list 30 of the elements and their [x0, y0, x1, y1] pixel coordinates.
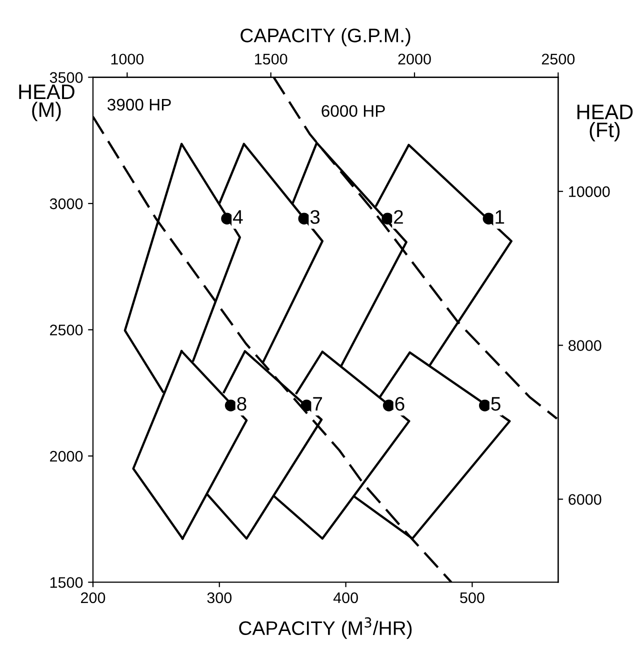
annotation: 4 — [232, 210, 243, 224]
x2-tick-label: 2000 — [398, 54, 431, 65]
series-label: 3900 HP — [108, 98, 171, 111]
x-axis-title: CAPACITY (M$^{3}$/HR) — [239, 617, 412, 639]
x-tick-label: 200 — [81, 592, 106, 604]
x2-axis-title: CAPACITY (G.P.M.) — [240, 28, 410, 46]
annotation: 7 — [313, 397, 322, 411]
x-tick-label: 500 — [460, 592, 484, 604]
y-tick-label: 3500 — [50, 72, 83, 83]
x2-tick-label: 1000 — [111, 54, 144, 65]
y2-tick-label: 8000 — [568, 340, 602, 351]
annotation: 8 — [237, 396, 246, 411]
y2-axis-title: HEAD (Ft) — [577, 104, 633, 142]
annotation: 1 — [496, 210, 504, 224]
annotation: 6 — [395, 396, 404, 411]
series-label: 6000 HP — [322, 105, 385, 117]
y-tick-label: 2500 — [50, 324, 83, 336]
y-tick-label: 2000 — [50, 450, 83, 462]
x2-tick-label: 1500 — [255, 54, 288, 65]
y-tick-label: 1500 — [50, 577, 83, 588]
y-axis-title: HEAD (M) — [19, 84, 74, 122]
y-tick-label: 3000 — [50, 198, 83, 210]
annotation: 5 — [491, 397, 500, 411]
y2-tick-label: 6000 — [568, 494, 602, 505]
y2-tick-label: 10000 — [569, 186, 610, 198]
x-tick-label: 400 — [333, 592, 358, 604]
x-tick-label: 300 — [207, 592, 232, 604]
x2-tick-label: 2500 — [542, 54, 575, 65]
annotation: 3 — [310, 210, 320, 224]
annotation: 2 — [394, 210, 403, 224]
